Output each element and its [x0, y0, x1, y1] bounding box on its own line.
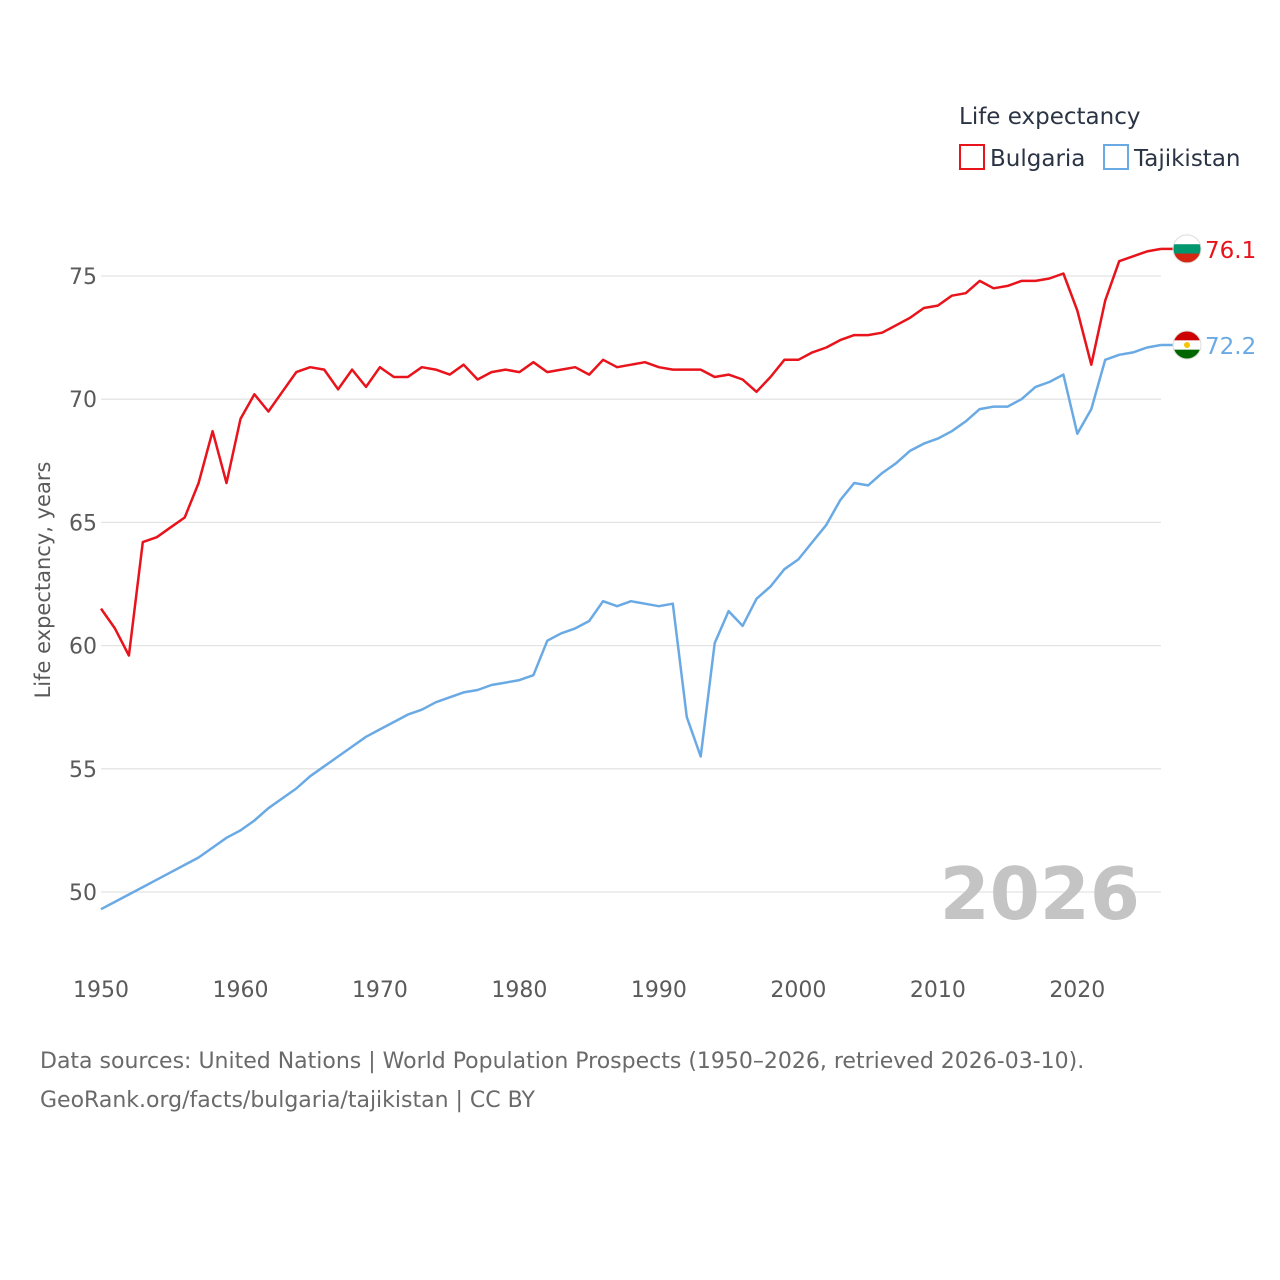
bulgaria-flag-icon: [1172, 234, 1202, 264]
legend-item-tajikistan: Tajikistan: [1103, 144, 1241, 172]
source-line-2: GeoRank.org/facts/bulgaria/tajikistan | …: [40, 1088, 535, 1113]
x-axis-ticks: 1950 1960 1970 1980 1990 2000 2010 2020: [73, 978, 1105, 1003]
y-tick-label: 65: [69, 511, 97, 536]
y-tick-label: 70: [69, 388, 97, 413]
x-tick-label: 2000: [770, 978, 826, 1003]
y-tick-label: 55: [69, 758, 97, 783]
legend-label-bulgaria: Bulgaria: [990, 146, 1085, 172]
series-end-markers: 76.1 72.2: [1161, 234, 1256, 360]
legend-label-tajikistan: Tajikistan: [1133, 146, 1241, 172]
x-tick-label: 1950: [73, 978, 129, 1003]
end-value-tajikistan: 72.2: [1205, 334, 1256, 360]
x-tick-label: 1990: [631, 978, 687, 1003]
y-tick-label: 60: [69, 635, 97, 660]
legend-title: Life expectancy: [959, 104, 1140, 130]
x-tick-label: 2020: [1049, 978, 1105, 1003]
legend-swatch-tajikistan: [1103, 144, 1129, 170]
legend-swatch-bulgaria: [959, 144, 985, 170]
gridlines: [101, 275, 1161, 893]
source-note: Data sources: United Nations | World Pop…: [40, 1042, 1260, 1120]
x-tick-label: 1970: [352, 978, 408, 1003]
x-tick-label: 1960: [212, 978, 268, 1003]
x-tick-label: 1980: [491, 978, 547, 1003]
end-value-bulgaria: 76.1: [1205, 238, 1256, 264]
tajikistan-flag-icon: [1172, 330, 1202, 360]
year-label: 2026: [940, 852, 1140, 936]
y-axis-ticks: 50 55 60 65 70 75: [69, 265, 97, 906]
series-line-tajikistan: [100, 343, 1162, 911]
legend-item-bulgaria: Bulgaria: [959, 144, 1085, 172]
source-line-1: Data sources: United Nations | World Pop…: [40, 1049, 1085, 1074]
y-axis-label: Life expectancy, years: [31, 462, 55, 699]
series-line-bulgaria: [99, 247, 1162, 657]
series-lines: [99, 247, 1162, 911]
y-tick-label: 50: [69, 881, 97, 906]
y-tick-label: 75: [69, 265, 97, 290]
legend: Life expectancy Bulgaria Tajikistan: [959, 104, 1241, 172]
x-tick-label: 2010: [910, 978, 966, 1003]
